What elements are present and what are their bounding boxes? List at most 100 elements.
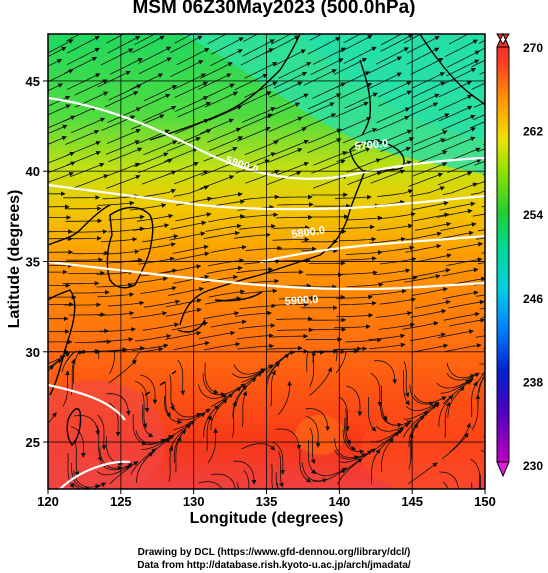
streamline	[301, 462, 328, 483]
streamline	[107, 107, 142, 123]
streamline	[409, 332, 447, 342]
streamline	[165, 330, 202, 340]
streamline	[472, 213, 485, 217]
streamline	[478, 375, 485, 393]
streamline	[441, 114, 476, 131]
streamline	[313, 174, 348, 189]
streamline	[142, 234, 179, 243]
streamline	[141, 391, 148, 429]
streamline	[376, 47, 410, 65]
colorbar	[496, 32, 510, 478]
streamline	[199, 330, 236, 340]
contour-label: 5700.0	[354, 138, 389, 153]
streamline	[34, 382, 39, 417]
streamline	[168, 445, 174, 482]
streamline	[201, 274, 239, 284]
streamline	[231, 368, 266, 379]
streamline	[408, 415, 425, 448]
streamline	[169, 35, 203, 54]
streamline	[73, 174, 109, 189]
streamline	[442, 68, 477, 85]
streamline	[241, 390, 247, 428]
streamline	[140, 374, 158, 405]
streamline	[96, 270, 134, 275]
x-tick-label: 140	[328, 494, 350, 509]
streamline	[71, 462, 90, 489]
streamline	[339, 396, 350, 432]
streamline	[438, 94, 473, 111]
streamline	[174, 34, 193, 44]
streamline	[136, 213, 174, 222]
streamline	[48, 151, 75, 164]
streamline	[241, 443, 276, 451]
streamline	[376, 423, 410, 432]
streamline	[307, 37, 341, 55]
streamline	[437, 171, 473, 186]
streamline	[409, 186, 446, 197]
streamline	[312, 348, 339, 364]
streamline	[378, 322, 416, 330]
streamline	[132, 223, 170, 231]
streamline	[446, 362, 476, 379]
x-tick-label: 130	[183, 494, 205, 509]
streamline	[470, 190, 485, 195]
streamline	[309, 427, 316, 465]
streamline	[403, 404, 437, 420]
streamline	[138, 57, 172, 75]
streamline	[198, 384, 228, 399]
streamline	[268, 148, 303, 163]
streamline	[334, 449, 367, 460]
streamline	[106, 393, 131, 416]
streamline	[238, 323, 276, 330]
streamline	[415, 221, 452, 231]
streamline	[48, 191, 66, 197]
streamline	[167, 286, 205, 296]
streamline	[70, 426, 86, 458]
streamline	[141, 170, 177, 185]
streamline	[100, 48, 134, 66]
streamline	[338, 450, 373, 463]
y-axis-title: Latitude (degrees)	[6, 189, 23, 329]
streamline	[336, 147, 371, 163]
streamline	[96, 337, 134, 342]
streamline	[307, 128, 342, 144]
streamline	[32, 374, 44, 407]
streamline	[203, 230, 240, 240]
streamline	[48, 47, 67, 57]
streamline	[439, 201, 476, 211]
streamline	[278, 62, 312, 79]
streamline	[276, 327, 314, 333]
streamline	[48, 161, 76, 174]
x-tick-label: 125	[110, 494, 132, 509]
streamline	[48, 365, 54, 372]
streamline	[67, 36, 100, 54]
streamline	[48, 83, 64, 92]
streamline	[96, 465, 131, 476]
streamline	[413, 150, 448, 165]
streamline	[243, 34, 259, 42]
streamline	[142, 404, 154, 438]
streamline	[336, 313, 374, 318]
streamline	[476, 372, 485, 385]
streamline	[239, 303, 277, 310]
streamline	[165, 264, 202, 274]
streamline	[65, 218, 103, 224]
streamline	[278, 451, 284, 488]
streamline	[469, 121, 485, 129]
streamline	[205, 223, 242, 232]
streamline	[370, 169, 406, 184]
streamline	[378, 245, 415, 253]
streamline	[266, 170, 302, 185]
streamline	[210, 37, 244, 55]
x-axis-ticks: 120 125 130 135 140 145 150	[37, 489, 496, 509]
streamline	[142, 322, 180, 331]
streamline	[436, 379, 471, 389]
streamline	[404, 102, 439, 119]
streamline	[370, 372, 383, 407]
y-tick-label: 30	[26, 345, 40, 360]
colorbar-label: 262	[523, 125, 543, 139]
streamline	[305, 408, 330, 432]
streamline	[415, 113, 450, 129]
streamline	[381, 438, 394, 472]
streamline	[412, 81, 446, 98]
